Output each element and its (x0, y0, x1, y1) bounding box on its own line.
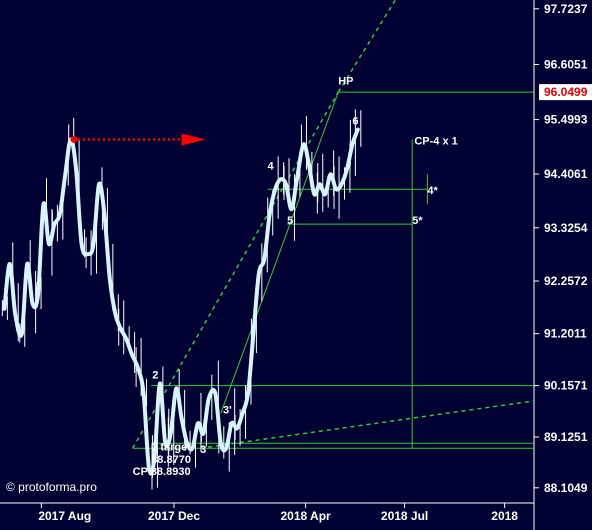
time-axis: 2017 Aug 2017 Dec 2018 Apr 2018 Jul 2018 (38, 503, 518, 523)
annotation-label: 5 (287, 215, 293, 227)
price-line (2, 127, 360, 476)
y-tick-label: 95.4993 (544, 113, 588, 127)
annotation-label: 4 (268, 160, 275, 172)
arrow-start-dot (70, 135, 78, 143)
current-price-label: 96.0499 (544, 85, 588, 99)
price-axis: 97.7237 96.6051 95.4993 94.4061 93.3254 92.25… (534, 2, 592, 495)
solid-trendline (220, 91, 339, 414)
annotation-label: 6 (352, 116, 358, 128)
annotation-label: 88.8770 (151, 454, 191, 466)
x-tick-label: 2018 Jul (381, 509, 428, 523)
dashed-trendline (200, 400, 535, 449)
annotation-label: 5* (412, 215, 423, 227)
y-tick-label: 89.1251 (544, 430, 588, 444)
y-tick-label: 97.7237 (544, 2, 588, 16)
price-line-group (2, 127, 360, 476)
y-tick-label: 96.6051 (544, 57, 588, 71)
annotation-label: 2 (152, 369, 158, 381)
y-tick-label: 94.4061 (544, 167, 588, 181)
guide-lines (132, 0, 535, 449)
x-tick-label: 2018 (491, 509, 518, 523)
annotation-label: 2 target (151, 442, 191, 454)
annotation-label: CP 88.8930 (133, 466, 191, 478)
y-tick-label: 93.3254 (544, 221, 588, 235)
watermark: © protoforma.pro (6, 480, 97, 494)
current-price-tag (539, 84, 592, 101)
annotation-label: CP-4 x 1 (414, 135, 457, 147)
annotation-label: HP (338, 76, 353, 88)
arrow-head (181, 133, 206, 146)
x-tick-label: 2018 Apr (280, 509, 331, 523)
x-tick-label: 2017 Aug (38, 509, 91, 523)
y-tick-label: 90.1571 (544, 379, 588, 393)
arrow-marker (70, 133, 206, 146)
annotation-label: 3' (223, 404, 232, 416)
annotation-label: 4* (427, 185, 438, 197)
annotation-label: 3 (200, 444, 206, 456)
y-tick-label: 91.2011 (544, 327, 587, 341)
dashed-trendline (337, 0, 397, 93)
x-tick-label: 2017 Dec (148, 509, 200, 523)
y-tick-label: 92.2572 (544, 274, 588, 288)
y-tick-label: 88.1049 (544, 481, 588, 495)
